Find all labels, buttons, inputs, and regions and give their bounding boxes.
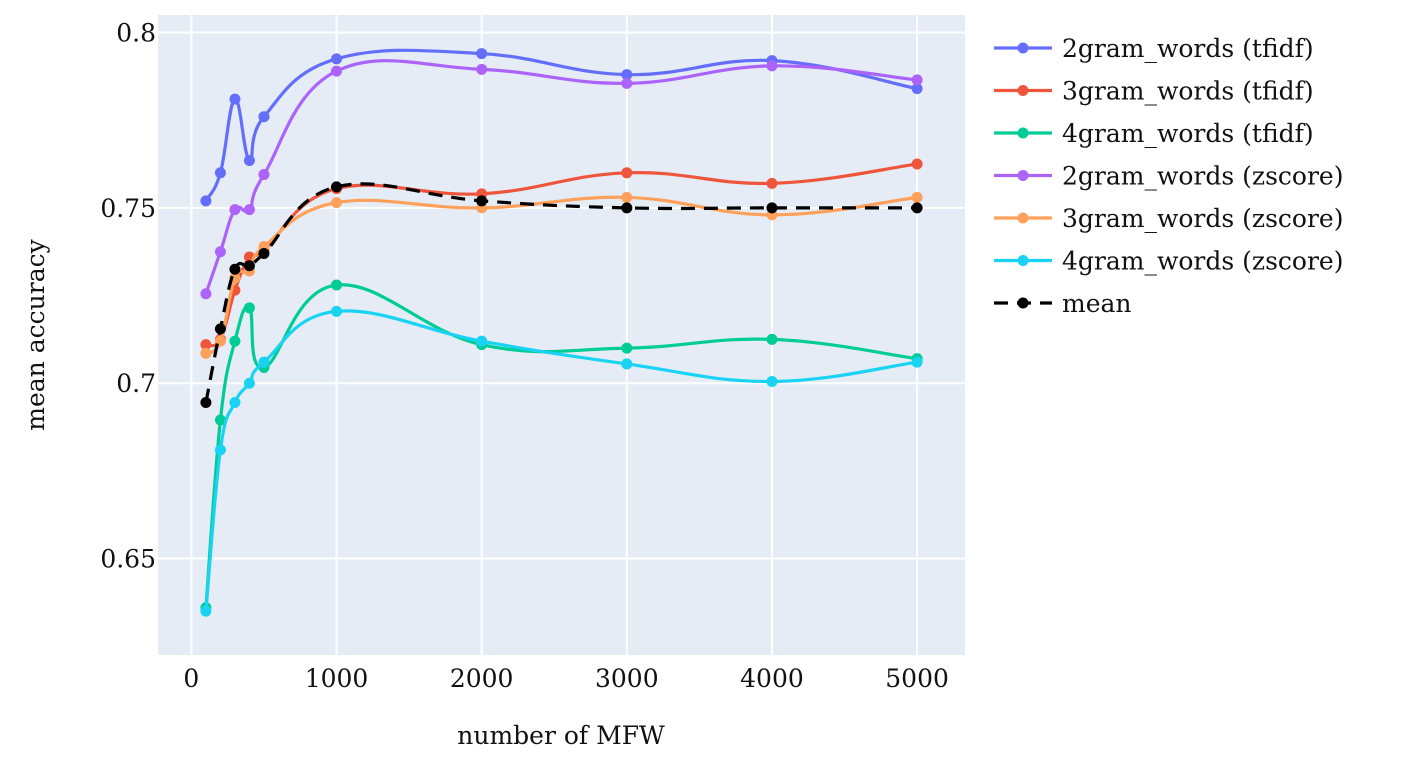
data-point [911, 191, 923, 203]
data-point [911, 356, 923, 368]
legend-swatch-marker [1017, 85, 1029, 96]
legend-label: 2gram_words (tfidf) [1062, 34, 1314, 63]
data-point [911, 202, 923, 214]
legend-label: mean [1062, 289, 1132, 318]
legend-label: 2gram_words (zscore) [1062, 162, 1343, 191]
legend-swatch-marker [1017, 297, 1029, 309]
legend-label: 3gram_words (zscore) [1062, 204, 1343, 233]
y-axis-title: mean accuracy [21, 238, 50, 430]
data-point [766, 60, 778, 72]
legend-item: 2gram_words (tfidf) [994, 34, 1314, 63]
legend-item: 3gram_words (zscore) [994, 204, 1343, 233]
data-point [911, 158, 923, 170]
series-6 [200, 181, 923, 409]
data-point [621, 358, 633, 370]
data-point [258, 111, 270, 123]
legend-swatch-marker [1017, 255, 1029, 266]
y-axis-ticks: 0.65 0.7 0.75 0.8 [100, 19, 156, 574]
data-point [243, 204, 255, 216]
legend-label: 4gram_words (tfidf) [1062, 119, 1314, 148]
data-point [766, 202, 778, 214]
data-point [243, 260, 255, 272]
data-point [331, 65, 343, 77]
data-point [766, 177, 778, 189]
data-point [200, 347, 212, 359]
data-point [621, 167, 633, 179]
legend-swatch-marker [1017, 170, 1029, 181]
x-axis-ticks: 0 1000 2000 3000 4000 5000 [183, 664, 948, 693]
data-point [476, 48, 488, 60]
legend-item: 3gram_words (tfidf) [994, 77, 1314, 106]
data-point [476, 195, 488, 207]
data-point [200, 605, 212, 617]
legend-item: 4gram_words (zscore) [994, 247, 1343, 276]
data-point [331, 53, 343, 65]
data-point [229, 263, 241, 275]
data-point [911, 74, 923, 86]
data-point [331, 305, 343, 317]
series-line [204, 195, 919, 356]
data-point [621, 202, 633, 214]
y-tick-label: 0.8 [116, 19, 156, 48]
data-point [243, 155, 255, 167]
data-point [229, 397, 241, 409]
data-point [911, 83, 923, 95]
series-layer [200, 48, 923, 617]
x-axis-title: number of MFW [457, 721, 665, 750]
series-line [204, 182, 918, 403]
x-tick-label: 2000 [450, 664, 514, 693]
y-tick-label: 0.7 [116, 369, 156, 398]
data-point [621, 69, 633, 81]
y-tick-label: 0.65 [100, 545, 156, 574]
legend-swatch-marker [1017, 42, 1029, 54]
data-point [621, 191, 633, 203]
data-point [621, 77, 633, 89]
series-5 [200, 305, 923, 617]
data-point [200, 397, 212, 409]
data-point [331, 197, 343, 209]
x-tick-label: 5000 [885, 664, 949, 693]
grid [158, 15, 965, 655]
data-point [200, 288, 212, 300]
legend-item: 2gram_words (zscore) [994, 162, 1343, 191]
data-point [214, 167, 226, 179]
legend-label: 4gram_words (zscore) [1062, 247, 1343, 276]
x-tick-label: 0 [183, 664, 199, 693]
data-point [258, 356, 270, 368]
data-point [229, 335, 241, 347]
legend: 2gram_words (tfidf) 3gram_words (tfidf) 4g… [994, 34, 1343, 318]
data-point [766, 333, 778, 345]
data-point [621, 342, 633, 354]
data-point [243, 377, 255, 389]
x-tick-label: 1000 [305, 664, 369, 693]
data-point [258, 247, 270, 259]
data-point [200, 339, 212, 351]
data-point [243, 302, 255, 314]
data-point [214, 414, 226, 426]
data-point [229, 204, 241, 216]
legend-label: 3gram_words (tfidf) [1062, 77, 1314, 106]
data-point [214, 323, 226, 335]
legend-item: 4gram_words (tfidf) [994, 119, 1314, 148]
legend-swatch-marker [1017, 212, 1029, 224]
data-point [258, 169, 270, 181]
data-point [331, 181, 343, 193]
legend-item: mean [994, 289, 1132, 318]
data-point [766, 375, 778, 387]
series-3 [200, 59, 923, 300]
data-point [229, 93, 241, 105]
data-point [476, 335, 488, 347]
data-point [214, 444, 226, 456]
data-point [476, 63, 488, 75]
x-tick-label: 3000 [595, 664, 659, 693]
data-point [200, 195, 212, 207]
data-point [331, 279, 343, 291]
plot-area [158, 15, 965, 655]
x-tick-label: 4000 [740, 664, 804, 693]
data-point [214, 246, 226, 258]
legend-swatch-marker [1017, 127, 1029, 139]
y-tick-label: 0.75 [100, 194, 156, 223]
